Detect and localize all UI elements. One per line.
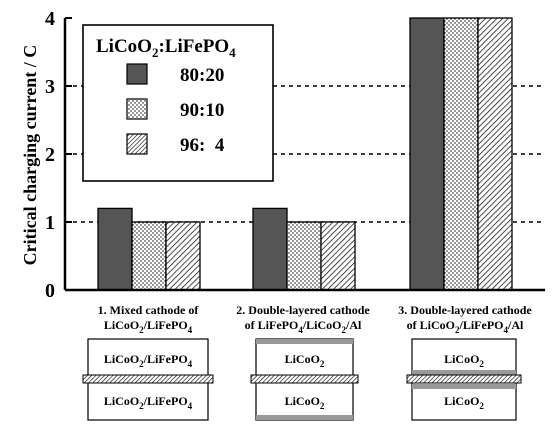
bar-diagonal-cat2 [320,221,356,291]
layer-label: LiCoO2 [285,394,325,411]
layer-label: LiCoO2 [444,394,484,411]
schematic-2: LiCoO2 LiCoO2 [250,338,359,421]
legend-label: 90:10 [180,100,224,121]
bars [97,17,513,291]
category-label-line2: of LiFePO4/LiCoO2/Al [245,318,362,335]
y-tick-label: 0 [45,280,55,302]
bar-diagonal-cat1 [165,221,201,291]
category-label-line1: 3. Double-layered cathode [398,303,532,317]
schematic-3: LiCoO2 LiCoO2 [406,338,522,421]
category-label-line1: 2. Double-layered cathode [236,303,370,317]
bar-diagonal-cat3 [477,17,513,291]
legend: LiCoO2:LiFePO4 80:20 90:10 96: 4 [82,24,274,182]
bar-solid-cat3 [409,17,445,291]
category-label-line2: LiCoO2/LiFePO4 [104,318,193,335]
legend-label: 80:20 [180,65,224,86]
axes [63,17,545,292]
legend-swatch-solid [126,63,148,85]
category-label-line2: of LiCoO2/LiFePO4/Al [407,318,524,335]
inner-layer [412,370,516,375]
layer-label: LiCoO2 [285,352,325,369]
surface-layer [256,415,353,420]
cathode-schematics: LiCoO2/LiFePO4LiCoO2/LiFePO4LiCoO2LiCoO2… [82,338,522,421]
legend-label: 96: 4 [180,135,225,156]
y-tick-label: 1 [45,212,55,234]
legend-title: LiCoO2:LiFePO4 [96,36,236,60]
y-tick-label: 3 [45,76,55,98]
legend-box [82,24,274,182]
al-current-collector [82,374,214,384]
y-tick-label: 4 [45,8,55,30]
bar-solid-cat1 [97,207,133,291]
y-axis-label: Critical charging current / C [20,45,40,266]
layer-label: LiCoO2/LiFePO4 [104,352,193,369]
bar-dots-cat3 [443,17,479,291]
layer-label: LiCoO2/LiFePO4 [104,394,193,411]
legend-swatch-diagonal [126,133,148,155]
al-current-collector [406,374,522,384]
y-tick-label: 2 [45,144,55,166]
inner-layer [412,384,516,389]
al-current-collector [250,374,359,384]
category-label-line1: 1. Mixed cathode of [98,303,200,317]
layer-label: LiCoO2 [444,352,484,369]
bar-solid-cat2 [252,207,288,291]
legend-swatch-dots [126,98,148,120]
surface-layer [256,339,353,344]
bar-dots-cat2 [286,221,322,291]
y-tick-labels: 0 1 2 3 4 [45,8,55,302]
schematic-1: LiCoO2/LiFePO4 LiCoO2/LiFePO4 [82,338,214,421]
bar-dots-cat1 [131,221,167,291]
